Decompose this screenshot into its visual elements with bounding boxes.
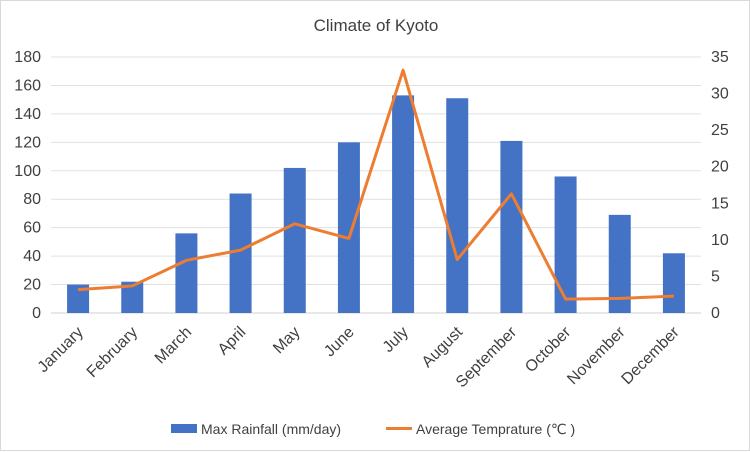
x-tick-label: May: [270, 324, 303, 357]
left-tick-label: 120: [14, 134, 41, 151]
bar-october: [555, 176, 577, 313]
legend-label-temperature: Average Temprature (℃ ): [416, 421, 575, 437]
left-tick-label: 0: [32, 305, 41, 322]
left-tick-label: 60: [23, 220, 41, 237]
legend-label-rainfall: Max Rainfall (mm/day): [201, 421, 341, 437]
x-tick-label: February: [84, 324, 141, 381]
x-tick-label: January: [35, 324, 87, 376]
right-tick-label: 0: [711, 305, 720, 322]
legend-swatch-rainfall: [171, 424, 197, 433]
temperature-line: [78, 70, 674, 299]
x-tick-label: October: [522, 323, 575, 376]
left-tick-label: 40: [23, 248, 41, 265]
right-tick-label: 5: [711, 268, 720, 285]
x-tick-label: November: [564, 323, 629, 388]
x-tick-label: July: [380, 324, 412, 356]
bar-july: [392, 95, 414, 313]
left-tick-label: 180: [14, 49, 41, 66]
bar-march: [175, 233, 197, 313]
right-tick-label: 35: [711, 49, 729, 66]
left-tick-label: 160: [14, 77, 41, 94]
right-axis-ticks: 0 5 10 15 20 25 30 35: [711, 49, 729, 322]
x-tick-label: March: [152, 324, 195, 367]
left-axis-ticks: 0 20 40 60 80 100 120 140 160 180: [14, 49, 41, 322]
x-tick-label: April: [215, 324, 250, 359]
gridlines: [51, 57, 701, 313]
legend: Max Rainfall (mm/day) Average Temprature…: [171, 421, 575, 437]
right-tick-label: 15: [711, 195, 729, 212]
bar-june: [338, 142, 360, 313]
bar-december: [663, 253, 685, 313]
bar-april: [230, 194, 252, 313]
x-tick-label: December: [619, 323, 684, 388]
bar-august: [446, 98, 468, 313]
right-tick-label: 20: [711, 159, 729, 176]
left-tick-label: 140: [14, 106, 41, 123]
left-tick-label: 20: [23, 277, 41, 294]
bar-may: [284, 168, 306, 313]
bar-september: [500, 141, 522, 313]
left-tick-label: 80: [23, 191, 41, 208]
right-tick-label: 25: [711, 122, 729, 139]
bar-series: [67, 95, 685, 313]
x-tick-label: August: [419, 323, 467, 371]
chart-title: Climate of Kyoto: [314, 16, 439, 35]
x-tick-label: June: [321, 324, 358, 361]
line-series: [78, 70, 674, 299]
right-tick-label: 30: [711, 86, 729, 103]
right-tick-label: 10: [711, 232, 729, 249]
left-tick-label: 100: [14, 163, 41, 180]
